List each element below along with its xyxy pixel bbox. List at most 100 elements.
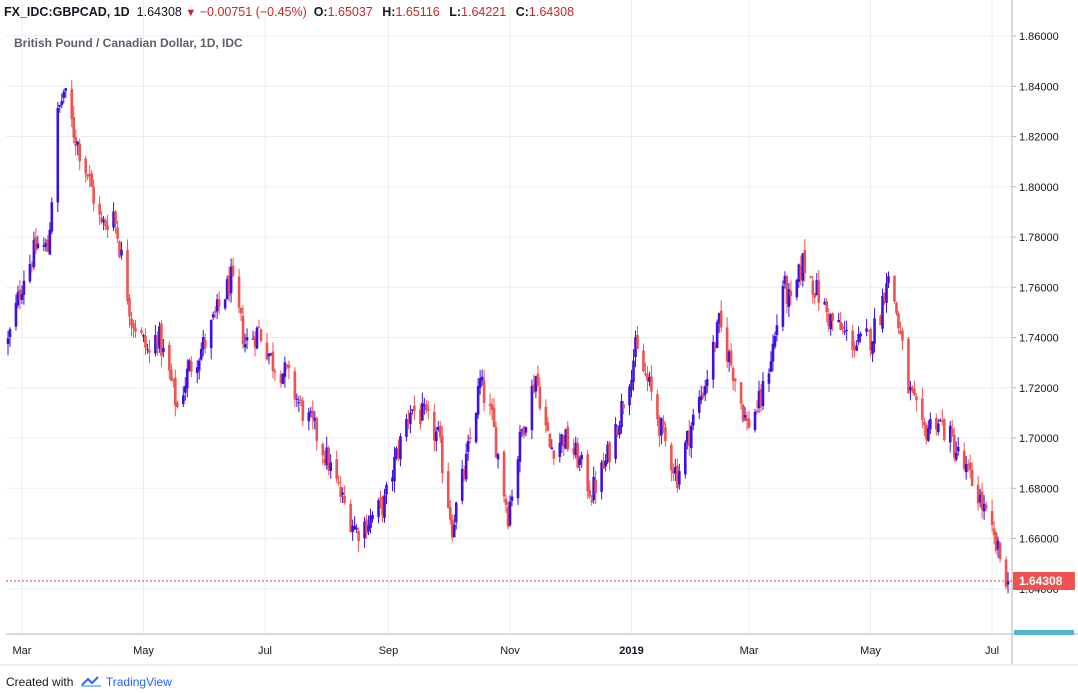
candle-down[interactable] xyxy=(259,329,263,341)
candle-up[interactable] xyxy=(120,249,123,256)
candle-up[interactable] xyxy=(60,101,64,105)
candle-up[interactable] xyxy=(377,500,380,517)
candle-down[interactable] xyxy=(462,469,466,477)
candle-down[interactable] xyxy=(879,316,882,326)
candle-up[interactable] xyxy=(36,243,40,249)
candle-down[interactable] xyxy=(921,398,924,421)
candle-up[interactable] xyxy=(660,418,663,436)
candle-up[interactable] xyxy=(865,328,868,332)
candle-up[interactable] xyxy=(464,453,468,480)
candle-up[interactable] xyxy=(466,440,470,452)
candle-down[interactable] xyxy=(741,404,745,422)
candle-up[interactable] xyxy=(185,368,189,389)
candle-down[interactable] xyxy=(608,442,611,463)
candle-down[interactable] xyxy=(239,307,243,314)
candle-up[interactable] xyxy=(187,360,191,371)
candle-up[interactable] xyxy=(954,452,958,460)
candle-up[interactable] xyxy=(518,431,522,462)
candle-down[interactable] xyxy=(729,350,733,366)
candle-up[interactable] xyxy=(325,447,329,466)
candle-down[interactable] xyxy=(279,374,283,384)
candle-up[interactable] xyxy=(530,386,534,431)
candle-up[interactable] xyxy=(982,503,986,512)
candle-up[interactable] xyxy=(363,521,366,539)
candle-up[interactable] xyxy=(307,412,311,422)
candle-up[interactable] xyxy=(606,444,609,463)
candle-up[interactable] xyxy=(454,502,458,523)
candle-up[interactable] xyxy=(162,347,165,353)
candle-down[interactable] xyxy=(594,479,597,494)
candle-up[interactable] xyxy=(146,348,149,350)
candle-down[interactable] xyxy=(676,465,679,488)
candle-up[interactable] xyxy=(697,397,701,413)
candle-up[interactable] xyxy=(775,325,779,335)
candle-down[interactable] xyxy=(662,421,665,426)
candle-up[interactable] xyxy=(871,341,874,354)
candle-down[interactable] xyxy=(349,503,352,532)
candle-up[interactable] xyxy=(691,414,695,426)
candle-up[interactable] xyxy=(229,266,233,294)
candle-down[interactable] xyxy=(227,275,231,296)
candle-down[interactable] xyxy=(174,377,177,406)
candle-down[interactable] xyxy=(853,348,856,350)
candle-up[interactable] xyxy=(783,275,787,284)
candle-down[interactable] xyxy=(759,389,763,407)
candle-down[interactable] xyxy=(990,511,994,525)
candle-down[interactable] xyxy=(337,482,340,484)
candle-up[interactable] xyxy=(64,88,68,91)
candle-up[interactable] xyxy=(341,492,344,495)
candle-up[interactable] xyxy=(6,338,10,345)
candle-up[interactable] xyxy=(58,104,62,107)
candle-down[interactable] xyxy=(490,404,494,411)
candle-down[interactable] xyxy=(273,371,277,373)
candle-up[interactable] xyxy=(618,425,621,435)
candle-down[interactable] xyxy=(506,506,510,527)
candle-down[interactable] xyxy=(719,310,723,328)
candle-down[interactable] xyxy=(321,444,325,456)
candle-up[interactable] xyxy=(823,301,827,305)
candle-up[interactable] xyxy=(873,318,876,344)
candle-up[interactable] xyxy=(689,425,693,449)
candle-down[interactable] xyxy=(213,311,217,313)
candle-down[interactable] xyxy=(46,239,50,252)
candle-up[interactable] xyxy=(391,477,394,482)
candle-up[interactable] xyxy=(201,337,205,350)
candle-down[interactable] xyxy=(883,292,886,300)
candle-up[interactable] xyxy=(843,331,846,333)
candle-down[interactable] xyxy=(488,403,492,406)
candle-up[interactable] xyxy=(781,285,785,327)
candle-down[interactable] xyxy=(616,427,619,435)
candle-down[interactable] xyxy=(446,471,450,508)
candle-down[interactable] xyxy=(432,412,436,441)
candle-down[interactable] xyxy=(271,351,275,371)
candle-up[interactable] xyxy=(211,314,215,318)
candle-down[interactable] xyxy=(869,328,872,351)
symbol-name[interactable]: FX_IDC:GBPCAD, 1D xyxy=(4,5,130,19)
candle-up[interactable] xyxy=(580,454,584,460)
candle-up[interactable] xyxy=(251,338,255,340)
candle-down[interactable] xyxy=(789,290,793,296)
candle-up[interactable] xyxy=(14,302,18,327)
candle-down[interactable] xyxy=(831,313,835,321)
candle-up[interactable] xyxy=(102,219,105,223)
candle-down[interactable] xyxy=(502,451,506,497)
candle-down[interactable] xyxy=(92,186,95,204)
candle-up[interactable] xyxy=(685,430,689,443)
candle-down[interactable] xyxy=(642,350,645,372)
candle-down[interactable] xyxy=(851,330,854,351)
candle-up[interactable] xyxy=(857,333,860,343)
candle-down[interactable] xyxy=(952,435,956,458)
candle-down[interactable] xyxy=(482,380,486,403)
candle-down[interactable] xyxy=(897,313,900,329)
candle-down[interactable] xyxy=(809,276,813,278)
candle-down[interactable] xyxy=(438,425,442,438)
candle-down[interactable] xyxy=(379,497,382,500)
candle-down[interactable] xyxy=(134,328,137,332)
candle-down[interactable] xyxy=(544,406,548,426)
candle-up[interactable] xyxy=(614,424,617,459)
candle-up[interactable] xyxy=(630,379,633,391)
candle-down[interactable] xyxy=(522,426,526,436)
candle-down[interactable] xyxy=(739,382,743,404)
candle-up[interactable] xyxy=(795,279,799,298)
candle-up[interactable] xyxy=(199,348,203,360)
